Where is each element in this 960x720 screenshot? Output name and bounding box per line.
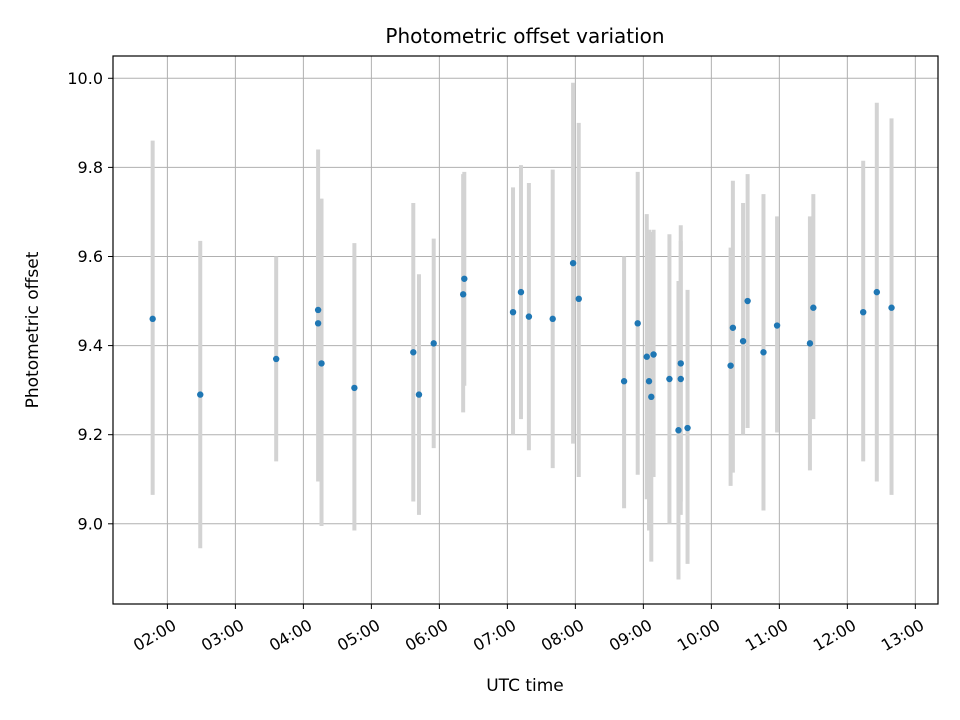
data-point: [744, 297, 751, 305]
data-point: [459, 291, 467, 298]
data-point: [415, 391, 423, 398]
data-point: [575, 295, 582, 303]
y-tick-label: 9.4: [78, 336, 103, 355]
data-point: [509, 308, 517, 316]
y-axis-ticks: 9.0 9.2 9.4 9.6 9.8 10.0: [67, 69, 113, 533]
data-point: [149, 315, 156, 323]
data-point: [650, 351, 657, 358]
data-point: [517, 288, 525, 296]
data-point: [272, 355, 280, 363]
data-point: [760, 349, 767, 356]
data-point: [727, 362, 734, 369]
data-point: [645, 378, 653, 385]
y-tick-label: 9.0: [78, 514, 103, 533]
data-point: [873, 288, 881, 296]
data-point: [806, 340, 814, 347]
data-point: [351, 384, 358, 392]
grid-lines: [113, 56, 938, 604]
y-tick-label: 9.6: [78, 247, 103, 266]
data-point: [739, 337, 747, 345]
data-point: [410, 349, 417, 356]
chart-title: Photometric offset variation: [385, 24, 664, 48]
data-point: [314, 306, 322, 314]
data-point: [666, 375, 673, 383]
data-point: [888, 304, 895, 311]
data-points: [149, 259, 895, 434]
y-tick-label: 10.0: [67, 69, 103, 88]
data-point: [197, 391, 204, 398]
data-point: [648, 393, 655, 401]
data-point: [461, 275, 468, 282]
y-tick-label: 9.8: [78, 158, 103, 177]
data-point: [549, 315, 556, 323]
data-point: [675, 427, 682, 434]
y-axis-label: Photometric offset: [23, 251, 43, 408]
data-point: [525, 313, 533, 320]
data-point: [677, 375, 684, 383]
data-point: [677, 360, 684, 367]
data-point: [643, 353, 650, 360]
data-point: [430, 340, 437, 347]
data-point: [810, 304, 817, 311]
data-point: [860, 308, 867, 316]
data-point: [318, 360, 325, 367]
data-point: [314, 320, 322, 327]
plot-frame: [112, 55, 939, 605]
data-point: [634, 320, 641, 327]
data-point: [684, 424, 691, 432]
data-point: [729, 324, 737, 331]
data-point: [620, 378, 628, 385]
data-point: [773, 322, 781, 329]
y-tick-label: 9.2: [78, 425, 103, 444]
x-axis-label: UTC time: [486, 676, 564, 696]
data-point: [569, 259, 577, 267]
